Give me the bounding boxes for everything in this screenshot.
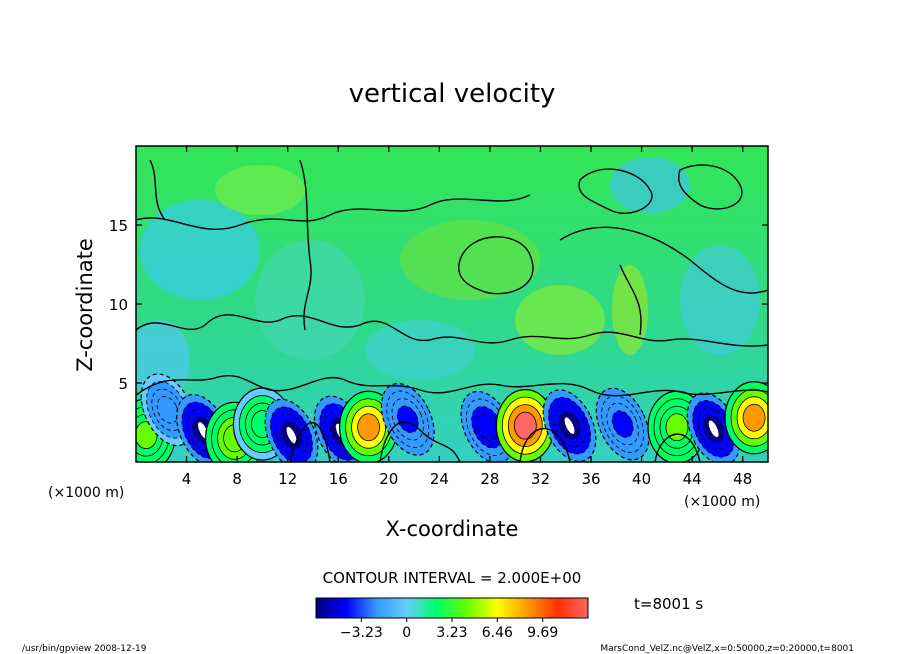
cell-contour <box>357 413 380 442</box>
chart-title: vertical velocity <box>349 79 556 109</box>
cell-contour <box>156 396 179 424</box>
cell-contour <box>742 403 766 432</box>
x-tick-label: 20 <box>379 470 398 488</box>
colorbar-ticks: −3.23 0 3.23 6.46 9.69 <box>340 618 558 641</box>
x-tick-label: 44 <box>683 470 702 488</box>
x-tick-label: 40 <box>632 470 651 488</box>
colorbar-tick-label: 0 <box>402 625 411 641</box>
cell-core <box>286 426 297 444</box>
y-axis-ticks: 5 10 15 <box>109 217 768 393</box>
x-tick-label: 48 <box>733 470 752 488</box>
colorbar-tick-label: 3.23 <box>436 625 467 641</box>
x-tick-label: 32 <box>531 470 550 488</box>
y-tick-label: 10 <box>109 296 128 314</box>
x-axis-ticks: 4 8 12 16 20 24 28 32 36 40 44 48 <box>182 146 752 488</box>
x-tick-label: 36 <box>581 470 600 488</box>
contour-lines <box>136 159 768 462</box>
time-label: t=8001 s <box>634 595 703 613</box>
cell-core <box>708 420 719 438</box>
z-unit-label: (×1000 m) <box>48 485 124 501</box>
footer-left: /usr/bin/gpview 2008-12-19 <box>22 644 147 654</box>
convective-cells <box>136 373 768 462</box>
contour-interval: CONTOUR INTERVAL = 2.000E+00 <box>323 569 582 587</box>
x-tick-label: 28 <box>480 470 499 488</box>
colorbar-tick-label: 9.69 <box>527 625 558 641</box>
colorbar-tick-label: −3.23 <box>340 625 383 641</box>
colorbar-tick-label: 6.46 <box>482 625 513 641</box>
y-axis-label: Z-coordinate <box>73 238 97 372</box>
y-tick-label: 15 <box>109 217 128 235</box>
cell-contour <box>665 413 689 442</box>
x-tick-label: 4 <box>182 470 192 488</box>
cell-contour <box>513 411 537 440</box>
cell-contour <box>611 410 634 438</box>
colorbar-bar <box>315 597 589 619</box>
cell-core <box>564 417 575 434</box>
field-texture <box>136 157 760 400</box>
x-tick-label: 8 <box>232 470 242 488</box>
x-tick-label: 16 <box>329 470 348 488</box>
y-tick-label: 5 <box>118 375 128 393</box>
x-tick-label: 24 <box>430 470 449 488</box>
colorbar: −3.23 0 3.23 6.46 9.69 <box>315 597 589 641</box>
footer-right: MarsCond_VelZ.nc@VelZ,x=0:50000,z=0:2000… <box>600 644 854 654</box>
x-axis-label: X-coordinate <box>386 517 519 541</box>
x-unit-label: (×1000 m) <box>684 494 760 510</box>
x-tick-label: 12 <box>278 470 297 488</box>
